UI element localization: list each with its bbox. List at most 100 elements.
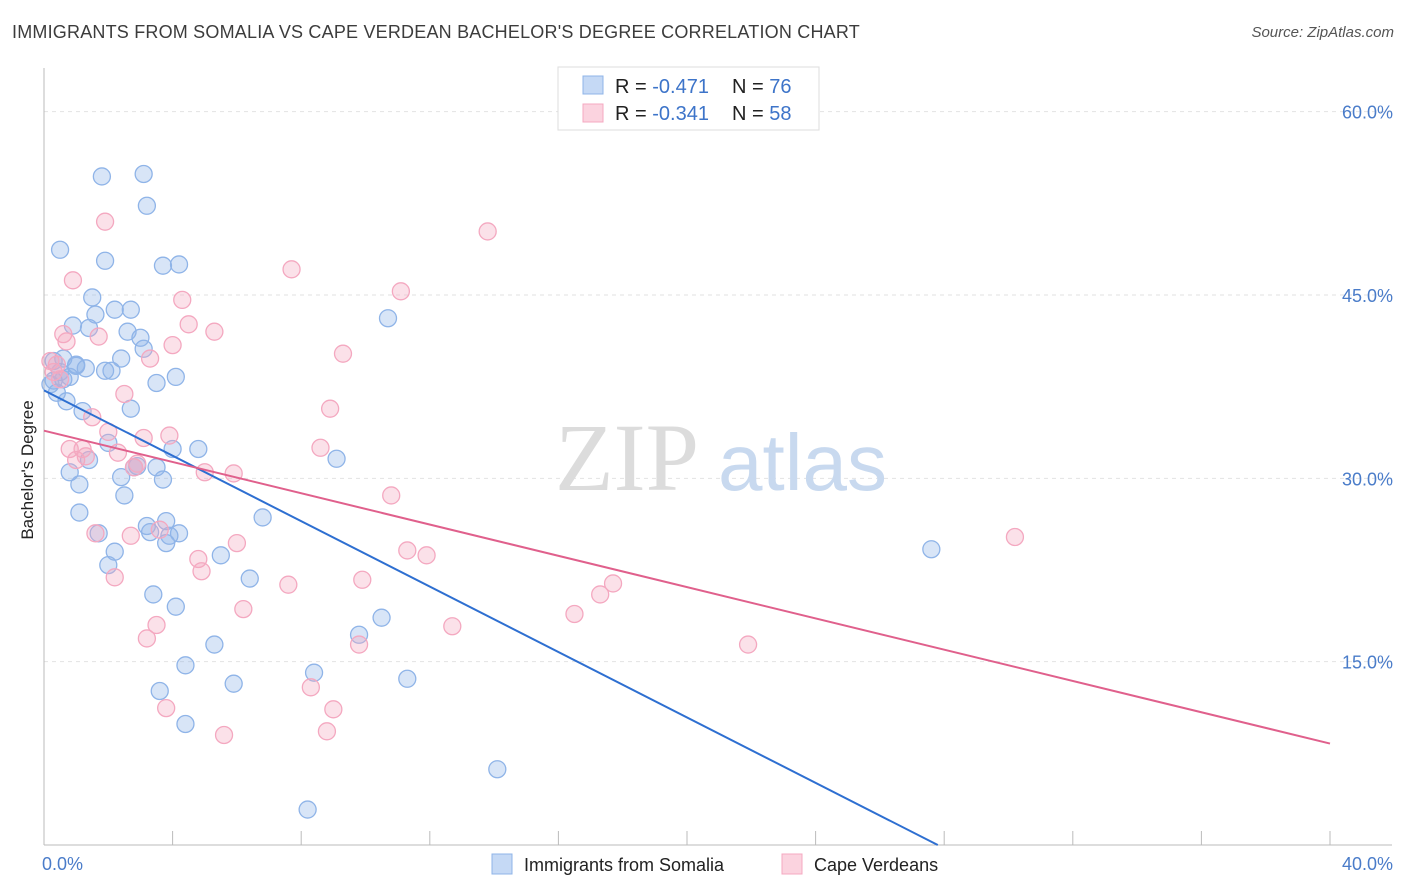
legend-n-value-1: 76 — [769, 76, 791, 98]
point-cape-verdeans-54 — [443, 617, 462, 636]
point-cape-verdeans-47 — [333, 344, 353, 363]
point-somalia-62 — [298, 800, 317, 819]
legend-r-value-1: -0.471 — [652, 76, 709, 98]
y-axis-label: Bachelor's Degree — [18, 400, 37, 539]
point-cape-verdeans-24 — [140, 349, 160, 368]
series-legend: Immigrants from Somalia Cape Verdeans — [491, 853, 938, 875]
watermark-zip: ZIP — [555, 404, 699, 511]
point-somalia-10 — [70, 475, 89, 494]
point-somalia-57 — [205, 635, 224, 654]
grid-lines — [44, 111, 1392, 663]
point-cape-verdeans-41 — [282, 260, 301, 279]
y-tick-label-3: 60.0% — [1342, 103, 1393, 123]
point-cape-verdeans-58 — [603, 574, 623, 593]
point-cape-verdeans-49 — [353, 570, 372, 589]
point-somalia-40 — [144, 585, 163, 604]
point-cape-verdeans-35 — [205, 322, 224, 341]
point-cape-verdeans-19 — [121, 526, 140, 545]
point-cape-verdeans-40 — [279, 575, 298, 594]
point-cape-verdeans-29 — [163, 335, 182, 355]
watermark-atlas: atlas — [718, 418, 887, 507]
point-cape-verdeans-2 — [47, 355, 67, 374]
point-somalia-36 — [134, 164, 153, 184]
point-cape-verdeans-38 — [227, 533, 247, 553]
point-somalia-8 — [50, 240, 70, 259]
point-cape-verdeans-57 — [591, 585, 610, 604]
point-somalia-53 — [169, 255, 189, 274]
point-somalia-21 — [95, 251, 115, 270]
legend-n-label-2: N = — [732, 103, 769, 125]
point-cape-verdeans-25 — [147, 615, 166, 635]
point-cape-verdeans-6 — [60, 439, 79, 459]
series-somalia-points — [41, 164, 941, 819]
point-somalia-61 — [253, 508, 272, 527]
point-somalia-54 — [176, 656, 195, 675]
point-somalia-56 — [189, 439, 208, 459]
x-tick-label-0: 0.0% — [42, 854, 83, 874]
point-somalia-45 — [153, 256, 173, 275]
bottom-legend-label-cape-verdeans: Cape Verdeans — [814, 855, 938, 875]
point-somalia-16 — [83, 288, 102, 307]
point-cape-verdeans-5 — [57, 332, 76, 351]
point-cape-verdeans-30 — [173, 290, 192, 310]
point-somalia-31 — [121, 300, 140, 319]
source-credit: Source: ZipAtlas.com — [1251, 24, 1394, 41]
point-cape-verdeans-36 — [214, 725, 234, 745]
svg-text:N = 76: N = 76 — [732, 76, 792, 98]
point-cape-verdeans-26 — [150, 520, 169, 539]
point-cape-verdeans-52 — [398, 541, 417, 560]
y-tick-labels: 15.0% 30.0% 45.0% 60.0% — [1342, 103, 1393, 673]
legend-n-value-2: 58 — [769, 103, 791, 125]
point-cape-verdeans-13 — [89, 327, 108, 346]
point-somalia-65 — [349, 625, 369, 644]
point-somalia-35 — [134, 339, 153, 358]
bottom-legend-swatch-cape-verdeans — [781, 853, 803, 875]
point-cape-verdeans-44 — [317, 722, 337, 741]
point-cape-verdeans-23 — [137, 629, 157, 648]
point-somalia-37 — [137, 196, 157, 215]
point-somalia-24 — [102, 361, 121, 380]
legend-r-label-2: R = — [615, 103, 652, 125]
bottom-legend-swatch-somalia — [491, 853, 513, 875]
svg-text:R = -0.471: R = -0.471 — [615, 76, 709, 98]
point-somalia-59 — [224, 674, 243, 693]
point-cape-verdeans-45 — [320, 399, 340, 418]
point-somalia-63 — [304, 663, 324, 682]
point-somalia-25 — [105, 300, 124, 319]
svg-text:N = 58: N = 58 — [732, 103, 792, 125]
point-somalia-44 — [153, 470, 173, 489]
bottom-legend-label-somalia: Immigrants from Somalia — [524, 855, 725, 875]
point-cape-verdeans-51 — [391, 282, 411, 301]
point-somalia-26 — [105, 542, 124, 561]
point-cape-verdeans-7 — [63, 271, 83, 290]
point-somalia-17 — [86, 305, 105, 324]
point-cape-verdeans-28 — [160, 426, 179, 445]
point-cape-verdeans-56 — [565, 604, 584, 624]
point-somalia-34 — [131, 328, 150, 347]
point-somalia-20 — [95, 361, 115, 380]
point-cape-verdeans-16 — [105, 568, 124, 587]
x-tick-labels: 0.0% 40.0% — [42, 854, 1393, 874]
point-somalia-58 — [211, 546, 230, 565]
point-somalia-13 — [76, 359, 95, 378]
legend-swatch-somalia — [582, 75, 604, 95]
point-cape-verdeans-53 — [417, 546, 436, 565]
point-cape-verdeans-60 — [1005, 527, 1025, 547]
watermark: ZIP atlas — [555, 404, 887, 511]
svg-text:R = -0.341: R = -0.341 — [615, 103, 709, 125]
x-tick-label-1: 40.0% — [1342, 854, 1393, 874]
point-somalia-70 — [922, 540, 941, 559]
point-somalia-50 — [166, 597, 185, 616]
point-somalia-69 — [488, 760, 507, 779]
point-cape-verdeans-43 — [311, 438, 330, 457]
point-somalia-41 — [147, 373, 166, 393]
point-somalia-64 — [327, 449, 346, 468]
trend-line-cape-verdeans — [43, 429, 1331, 745]
y-tick-label-1: 30.0% — [1342, 469, 1393, 489]
point-cape-verdeans-27 — [157, 698, 176, 718]
point-somalia-74 — [67, 355, 86, 374]
point-cape-verdeans-33 — [192, 562, 211, 581]
point-cape-verdeans-3 — [50, 370, 70, 389]
point-cape-verdeans-8 — [67, 450, 86, 470]
